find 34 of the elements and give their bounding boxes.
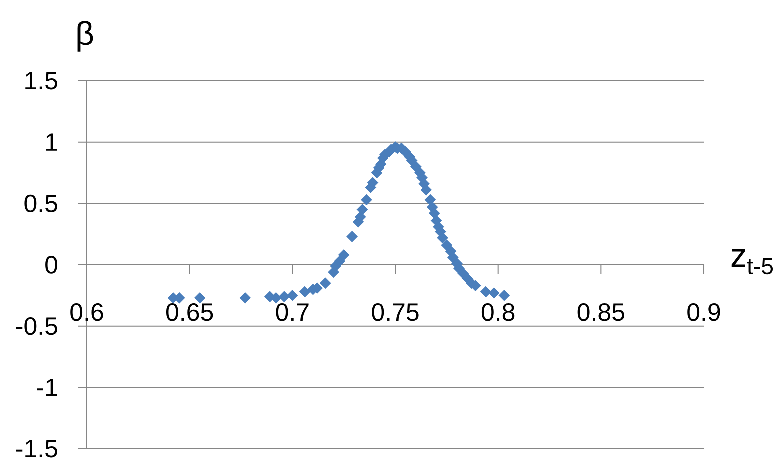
point xyxy=(410,161,422,173)
point xyxy=(338,249,350,261)
y-tick-label: 0.5 xyxy=(24,194,58,213)
point xyxy=(428,208,440,220)
x-tick-label: 0.7 xyxy=(276,304,309,322)
point xyxy=(320,278,332,290)
x-tick-label: 0.75 xyxy=(372,304,419,322)
y-tick-label: -1 xyxy=(37,379,58,396)
y-tick-label: 0 xyxy=(46,256,58,274)
x-tick-label: 0.65 xyxy=(166,304,214,322)
x-tick-label: 0.85 xyxy=(578,304,624,322)
point xyxy=(286,290,298,302)
point xyxy=(299,286,311,298)
point xyxy=(498,290,510,302)
x-tick-label: 0.8 xyxy=(482,304,515,322)
point xyxy=(437,232,449,244)
point xyxy=(346,231,358,242)
point xyxy=(240,292,252,304)
x-axis-title: z$_{t-5}$ xyxy=(732,250,774,275)
y-tick-label: -0.5 xyxy=(16,317,58,336)
x-tick-label: 0.6 xyxy=(70,304,104,322)
point xyxy=(361,194,372,206)
y-tick-label: -1.5 xyxy=(16,440,58,458)
point xyxy=(278,291,290,303)
y-tick-label: 1.5 xyxy=(26,72,58,90)
point xyxy=(334,256,346,268)
y-tick-label: 1 xyxy=(46,134,58,151)
point xyxy=(480,286,492,298)
point xyxy=(441,240,453,252)
point xyxy=(356,204,368,216)
point xyxy=(194,292,206,304)
y-axis-title: β xyxy=(78,21,94,52)
x-tick-label: 0.9 xyxy=(688,304,720,322)
point xyxy=(488,288,500,299)
